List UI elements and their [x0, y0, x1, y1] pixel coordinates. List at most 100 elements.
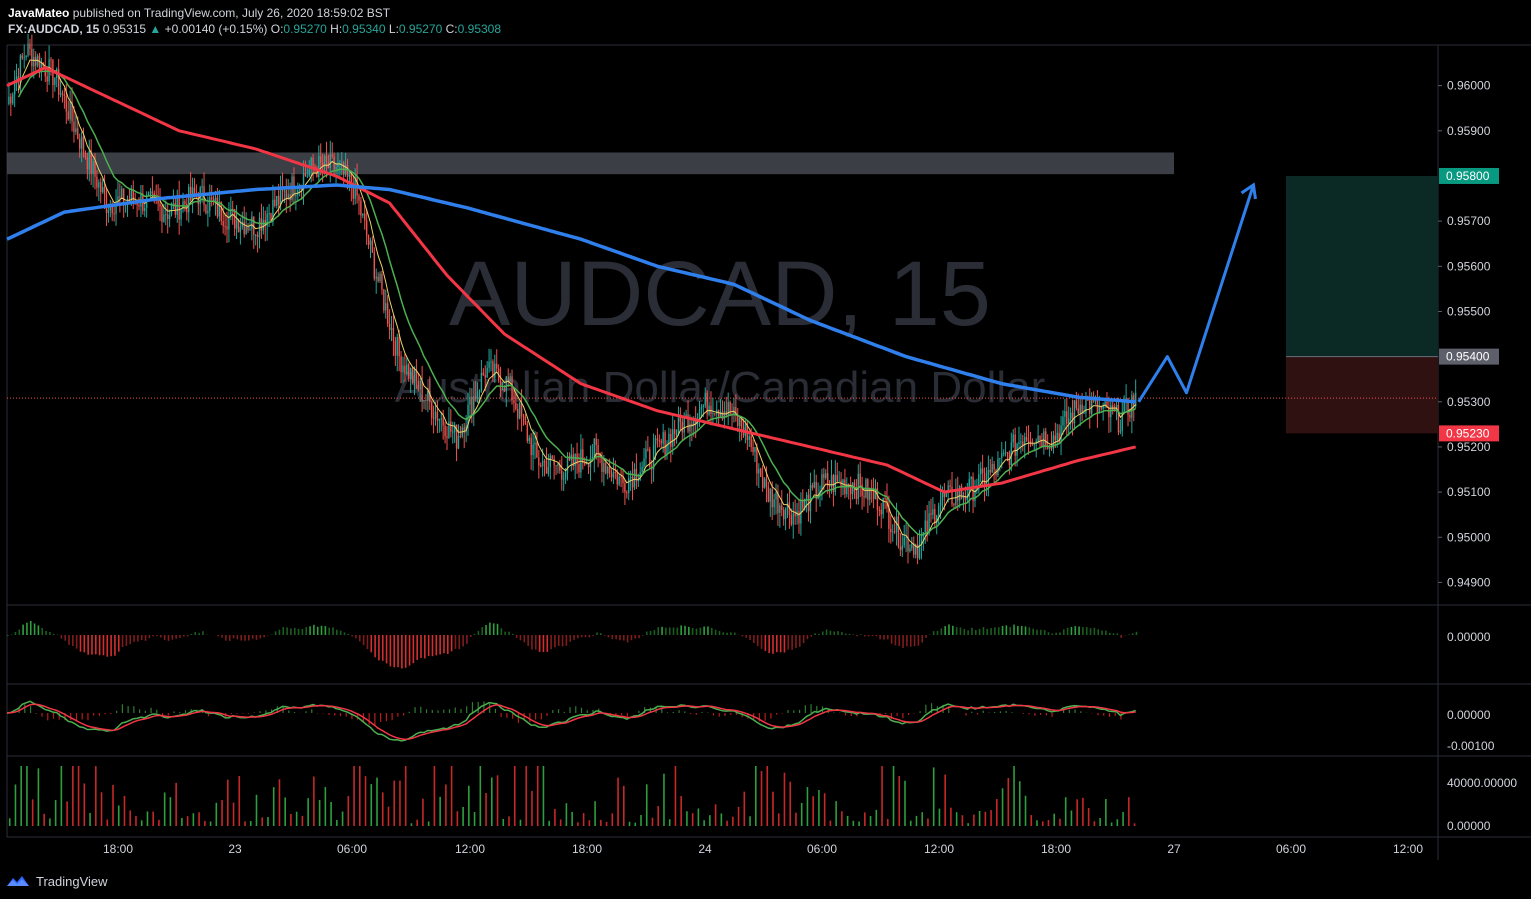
momentum-bar: [68, 635, 70, 645]
candle-body: [243, 221, 245, 234]
momentum-bar: [1089, 628, 1092, 635]
candle-body: [828, 485, 831, 487]
candle-body: [1050, 446, 1053, 449]
candle-body: [855, 491, 858, 499]
momentum-bar: [52, 633, 55, 635]
macd-hist-bar: [1011, 712, 1013, 713]
volume-bar: [456, 811, 459, 826]
candle-body: [870, 487, 873, 492]
candle-body: [1012, 434, 1014, 443]
candle-body: [63, 94, 66, 97]
price-tick-label: 0.95900: [1447, 124, 1491, 138]
candle-body: [434, 411, 437, 419]
candle-body: [551, 455, 553, 459]
momentum-bar: [584, 635, 587, 638]
candle-body: [283, 190, 286, 192]
volume-bar: [577, 822, 579, 826]
volume-bar: [175, 782, 177, 826]
momentum-bar: [94, 635, 97, 655]
time-tick-label: 12:00: [455, 842, 485, 856]
candle-body: [909, 548, 911, 552]
candle-body: [664, 432, 666, 455]
candle-body: [222, 221, 224, 227]
momentum-bar: [1066, 627, 1069, 635]
volume-bar: [1007, 778, 1010, 826]
momentum-bar: [994, 627, 996, 635]
macd-hist-bar: [265, 710, 267, 713]
momentum-bar: [864, 635, 866, 637]
macd-hist-bar: [724, 713, 726, 717]
momentum-bar: [848, 633, 851, 635]
candle-body: [226, 226, 228, 230]
candle-body: [930, 513, 932, 515]
volume-bar: [117, 805, 120, 826]
candle-body: [220, 201, 222, 222]
candle-body: [522, 416, 525, 418]
momentum-bar: [393, 635, 396, 668]
macd-hist-bar: [1068, 709, 1070, 713]
candle-body: [645, 448, 647, 459]
momentum-bar: [1059, 632, 1061, 635]
momentum-bar: [313, 624, 315, 635]
momentum-bar: [129, 635, 132, 645]
candle-body: [78, 139, 81, 149]
candle-body: [568, 456, 571, 461]
volume-bar: [726, 820, 728, 826]
candle-body: [262, 219, 265, 231]
macd-hist-bar: [1108, 713, 1111, 718]
candle-body: [559, 464, 561, 471]
momentum-bar: [397, 635, 399, 668]
price-tick-label: 0.95600: [1447, 259, 1491, 273]
candle-body: [951, 486, 953, 505]
symbol-name[interactable]: FX:AUDCAD, 15: [8, 22, 100, 36]
candle-body: [471, 396, 473, 415]
candle-body: [714, 413, 716, 415]
candle-body: [585, 463, 588, 465]
volume-bar: [1001, 788, 1004, 826]
candle-body: [618, 476, 620, 485]
momentum-bar: [710, 627, 713, 635]
candle-body: [1085, 399, 1087, 413]
author-name[interactable]: JavaMateo: [8, 6, 70, 20]
momentum-bar: [114, 635, 116, 656]
candle-body: [656, 438, 659, 441]
macd-hist-bar: [87, 713, 89, 721]
high-value: 0.95340: [342, 22, 386, 36]
macd-hist-bar: [225, 713, 227, 719]
momentum-bar: [726, 632, 728, 635]
candle-body: [297, 189, 299, 195]
macd-hist-bar: [248, 713, 250, 714]
momentum-bar: [531, 635, 533, 650]
arrow-head-icon: [1240, 182, 1257, 200]
candle-body: [400, 356, 402, 373]
momentum-bar: [573, 635, 575, 640]
momentum-bar: [305, 627, 308, 635]
macd-hist-bar: [810, 704, 812, 713]
candle-body: [754, 446, 756, 453]
macd-hist-bar: [844, 713, 847, 716]
candle-body: [331, 154, 333, 157]
footer-brand[interactable]: TradingView: [6, 871, 108, 891]
macd-hist-bar: [856, 713, 858, 717]
volume-bar: [135, 816, 137, 826]
volume-bar: [559, 819, 562, 826]
volume-tick-label: 0.00000: [1447, 819, 1491, 833]
candle-body: [138, 204, 140, 207]
candle-body: [564, 472, 567, 479]
momentum-bar: [1024, 626, 1027, 635]
candle-body: [1102, 404, 1104, 409]
momentum-bar: [121, 635, 124, 648]
volume-bar: [272, 787, 275, 826]
macd-hist-bar: [764, 713, 766, 721]
candle-body: [964, 496, 967, 500]
candle-body: [71, 101, 73, 122]
momentum-bar: [1105, 630, 1107, 635]
momentum-bar: [756, 635, 759, 647]
volume-bar: [915, 815, 918, 826]
momentum-bar: [940, 628, 943, 635]
momentum-bar: [186, 635, 189, 637]
macd-hist-bar: [1034, 713, 1036, 716]
candle-body: [1131, 395, 1133, 418]
time-tick-label: 12:00: [924, 842, 954, 856]
